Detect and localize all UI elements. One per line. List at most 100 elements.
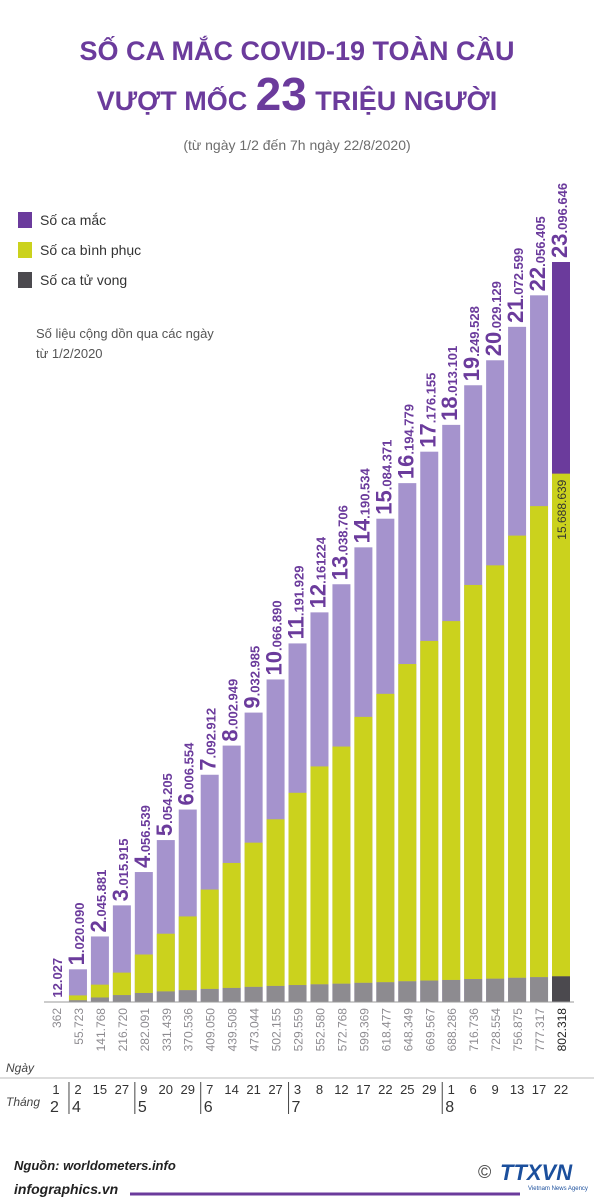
day-label: 2 [74, 1082, 81, 1097]
bar-deaths [244, 986, 263, 1002]
bar-deaths [530, 977, 549, 1002]
day-axis-label: Ngày [6, 1061, 35, 1075]
total-label: 19.249.528 [459, 306, 484, 381]
total-label: 4.056.539 [130, 805, 155, 868]
day-label: 12 [334, 1082, 348, 1097]
deaths-label: 648.349 [401, 1008, 415, 1052]
total-label-minor: .072.599 [511, 248, 526, 299]
footer-band [0, 1176, 594, 1200]
bar-deaths [310, 984, 329, 1002]
total-label-minor: .096.646 [555, 183, 570, 234]
deaths-label: 141.768 [94, 1008, 108, 1052]
total-label: 23.096.646 [547, 183, 572, 258]
day-label: 15 [93, 1082, 107, 1097]
total-label-major: 17 [415, 423, 440, 447]
total-label: 18.013.101 [437, 346, 462, 421]
total-label-minor: .006.554 [182, 742, 197, 793]
website: infographics.vn [14, 1181, 118, 1197]
total-label-major: 13 [327, 556, 352, 580]
total-label-major: 16 [393, 455, 418, 479]
deaths-label: 282.091 [138, 1008, 152, 1052]
day-label: 9 [492, 1082, 499, 1097]
total-label-major: 2 [86, 920, 111, 932]
bar-recovered [222, 862, 241, 988]
bar-recovered [90, 984, 109, 998]
bar-deaths [464, 979, 483, 1002]
bar-deaths [354, 982, 373, 1002]
title-part: TRIỆU NGƯỜI [315, 85, 497, 116]
total-label-minor: 12.027 [50, 958, 65, 998]
bar-deaths [486, 978, 505, 1002]
total-label-minor: .029.129 [489, 281, 504, 332]
deaths-label: 777.317 [533, 1008, 547, 1052]
bar-deaths [508, 977, 527, 1002]
bar-deaths [288, 985, 307, 1002]
chart-title: SỐ CA MẮC COVID-19 TOÀN CẦU [79, 34, 514, 66]
total-label: 10.066.890 [262, 600, 287, 675]
total-label: 9.032.985 [240, 646, 265, 709]
deaths-label: 599.369 [357, 1008, 371, 1052]
bar-deaths [222, 987, 241, 1002]
bar-deaths [68, 1000, 87, 1002]
day-label: 6 [470, 1082, 477, 1097]
bar-recovered [508, 535, 527, 978]
bar-total [68, 969, 87, 1002]
total-label-minor: .020.090 [72, 902, 87, 953]
bar-deaths [134, 992, 153, 1002]
bar-recovered [288, 792, 307, 986]
deaths-label: 439.508 [226, 1008, 240, 1052]
deaths-label: 618.477 [379, 1008, 393, 1052]
bar-deaths [90, 997, 109, 1002]
bar-recovered [244, 842, 263, 987]
total-label: 20.029.129 [481, 281, 506, 356]
title-number: 23 [256, 68, 307, 120]
total-label-major: 3 [108, 889, 133, 901]
day-label: 1 [52, 1082, 59, 1097]
legend-label: Số ca mắc [40, 212, 106, 228]
bar-deaths [112, 995, 131, 1002]
deaths-label: 756.875 [511, 1008, 525, 1052]
deaths-label: 473.044 [248, 1008, 262, 1052]
bar-deaths [200, 988, 219, 1002]
bar-recovered [266, 819, 285, 986]
bar-recovered [464, 584, 483, 980]
total-label-major: 9 [240, 696, 265, 708]
day-label: 27 [268, 1082, 282, 1097]
note: Số liệu cộng dồn qua các ngày [36, 326, 214, 341]
day-label: 29 [181, 1082, 195, 1097]
day-label: 3 [294, 1082, 301, 1097]
copyright: © [478, 1162, 491, 1182]
total-label: 6.006.554 [174, 742, 199, 806]
bar-deaths [156, 991, 175, 1002]
total-label: 16.194.779 [393, 404, 418, 479]
month-label: 4 [72, 1099, 81, 1116]
bar-recovered [552, 473, 570, 977]
total-label: 11.191.929 [284, 566, 309, 640]
day-label: 20 [159, 1082, 173, 1097]
deaths-label: 669.567 [423, 1008, 437, 1052]
total-label-minor: .045.881 [94, 870, 109, 921]
bar-recovered [200, 889, 219, 989]
total-label: 1.020.090 [64, 902, 89, 965]
total-label: 12.027 [50, 958, 65, 998]
chart-title-line2: VƯỢT MỐC 23 TRIỆU NGƯỜI [97, 68, 497, 120]
bar-deaths [376, 982, 395, 1002]
bar-recovered [156, 933, 175, 992]
deaths-label: 502.155 [270, 1008, 284, 1052]
total-label-minor: .032.985 [248, 646, 263, 697]
total-label-minor: .191.929 [292, 566, 307, 617]
total-label: 2.045.881 [86, 870, 111, 933]
total-label-minor: .056.405 [533, 216, 548, 267]
deaths-label: 716.736 [467, 1008, 481, 1052]
bar-recovered [486, 565, 505, 979]
total-label: 17.176.155 [415, 373, 440, 448]
total-label-major: 21 [503, 298, 528, 322]
total-label: 22.056.405 [525, 216, 550, 291]
day-label: 7 [206, 1082, 213, 1097]
total-label-major: 20 [481, 332, 506, 356]
bar-recovered [112, 972, 131, 996]
logo: TTXVN [500, 1160, 573, 1185]
total-label-major: 14 [349, 518, 374, 543]
bar-deaths [332, 983, 351, 1002]
